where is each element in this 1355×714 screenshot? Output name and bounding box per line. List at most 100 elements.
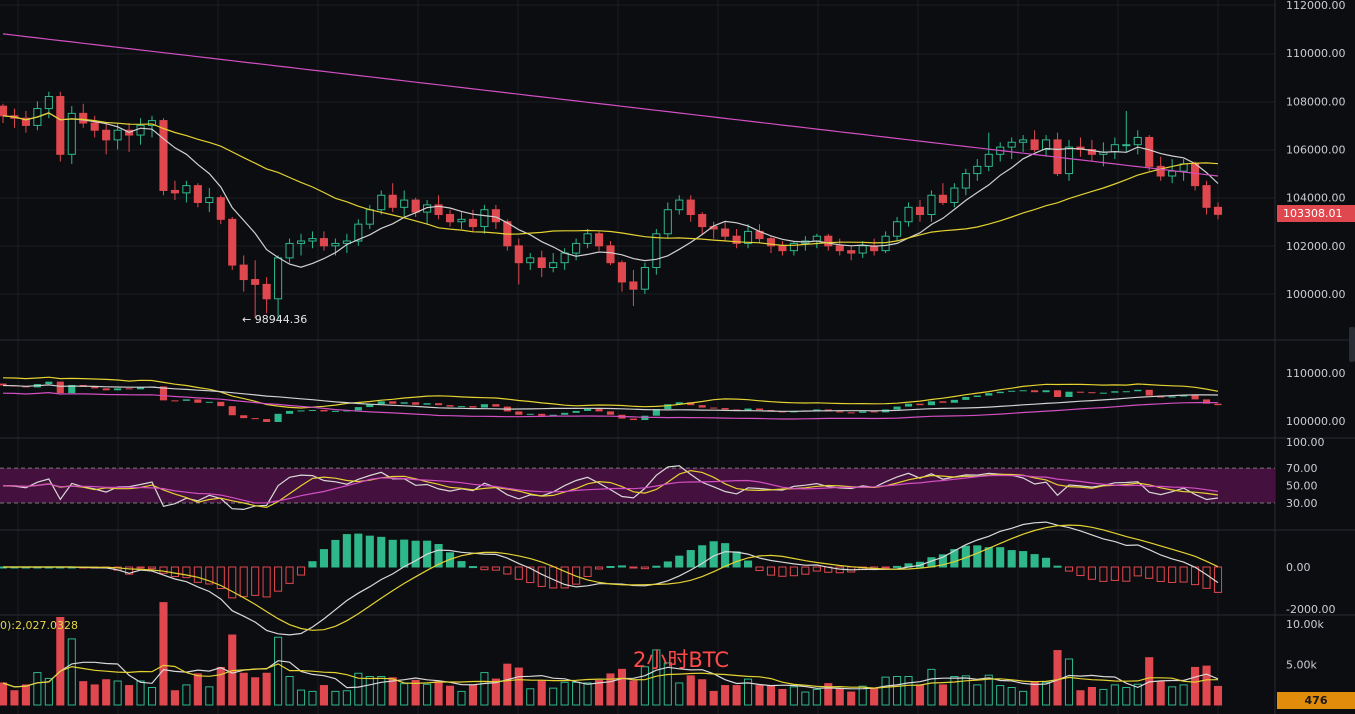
- overlay-candle: [389, 401, 397, 404]
- low-price-marker: ← 98944.36: [242, 313, 308, 326]
- candle-body: [1202, 185, 1211, 208]
- overlay-candle: [331, 410, 339, 412]
- macd-histogram-bar: [1099, 566, 1108, 582]
- volume-bar: [102, 679, 111, 706]
- volume-bar: [721, 685, 730, 706]
- macd-histogram-bar: [1145, 566, 1154, 579]
- candle-body: [113, 129, 122, 141]
- volume-bar: [331, 690, 340, 706]
- macd-histogram-bar: [377, 536, 386, 568]
- candle-body: [102, 129, 111, 141]
- overlay-candle: [1099, 392, 1107, 394]
- overlay-candle: [114, 388, 122, 391]
- macd-histogram-bar: [331, 539, 340, 568]
- volume-bar: [709, 690, 718, 706]
- candle-body: [308, 238, 317, 242]
- overlay-candle: [939, 401, 947, 403]
- macd-histogram-bar: [319, 549, 328, 568]
- candle-body: [1007, 141, 1016, 148]
- macd-histogram-bar: [125, 566, 134, 575]
- overlay-candle: [859, 411, 867, 413]
- overlay-candle: [1134, 389, 1142, 392]
- volume-bar: [801, 691, 810, 706]
- overlay-candle: [652, 409, 660, 416]
- volume-bar: [549, 687, 558, 706]
- candle-body: [216, 197, 225, 220]
- macd-histogram-bar: [801, 566, 810, 575]
- macd-histogram-bar: [1110, 566, 1119, 581]
- price-axis-label: 106000.00: [1286, 144, 1346, 157]
- candle-body: [721, 228, 730, 237]
- macd-histogram-bar: [1076, 566, 1085, 577]
- candle-body: [445, 214, 455, 223]
- overlay-candle: [629, 418, 637, 421]
- overlay-candle: [526, 413, 534, 415]
- candle-body: [812, 235, 821, 242]
- overlay-candle: [996, 391, 1004, 394]
- volume-bar: [1191, 666, 1200, 706]
- volume-bar: [904, 675, 913, 706]
- volume-bar: [67, 638, 76, 706]
- volume-bar: [606, 673, 615, 706]
- candle-body: [274, 257, 283, 300]
- macd-histogram-bar: [743, 560, 753, 568]
- candle-body: [686, 199, 695, 216]
- macd-histogram-bar: [766, 566, 776, 576]
- volume-last-tag: 476: [1277, 692, 1355, 709]
- overlay-candle: [904, 403, 913, 407]
- volume-bar: [434, 681, 443, 706]
- candle-body: [537, 257, 546, 269]
- candle-body: [961, 173, 970, 189]
- volume-bar: [778, 688, 787, 706]
- candle-body: [766, 238, 776, 247]
- candle-body: [423, 204, 432, 213]
- price-axis-label: 110000.00: [1286, 47, 1346, 60]
- candle-body: [560, 252, 569, 264]
- overlay-candle: [343, 410, 351, 412]
- volume-bar: [21, 684, 30, 706]
- macd-histogram-bar: [560, 566, 569, 589]
- volume-bar: [354, 672, 363, 706]
- macd-histogram-bar: [893, 565, 902, 568]
- volume-bar: [1202, 665, 1211, 706]
- volume-bar: [537, 680, 546, 706]
- macd-histogram-bar: [1053, 565, 1062, 568]
- ma7-line: [2, 112, 1219, 268]
- macd-histogram-bar: [938, 554, 947, 568]
- candle-body: [296, 240, 306, 244]
- macd-histogram-bar: [1191, 566, 1200, 586]
- macd-histogram-bar: [973, 545, 982, 568]
- volume-bar: [789, 686, 798, 706]
- macd-histogram-bar: [1122, 566, 1131, 582]
- candle-body: [182, 185, 191, 194]
- volume-bar: [938, 684, 947, 706]
- panel-resize-handle[interactable]: [1349, 327, 1355, 362]
- volume-bar: [182, 684, 191, 706]
- overlay-candle: [549, 414, 557, 416]
- candle-body: [1213, 206, 1223, 215]
- volume-bar: [170, 690, 179, 706]
- volume-bar: [526, 688, 535, 706]
- macd-histogram-bar: [1202, 566, 1211, 589]
- candle-body: [285, 242, 294, 259]
- macd-histogram-bar: [996, 547, 1005, 568]
- overlay-candle: [744, 408, 752, 411]
- candle-body: [629, 281, 638, 290]
- macd-histogram-bar: [950, 549, 959, 568]
- candle-body: [698, 214, 707, 228]
- overlay-candle: [320, 409, 328, 412]
- candle-body: [549, 262, 558, 269]
- overlay-candle: [251, 418, 259, 420]
- overlay-candle: [1180, 395, 1188, 397]
- candle-body: [858, 245, 867, 254]
- overlay-candle: [927, 401, 935, 406]
- overlay-candle: [687, 402, 695, 406]
- candle-body: [1191, 163, 1200, 187]
- candle-body: [1030, 139, 1039, 151]
- volume-bar: [847, 691, 856, 706]
- volume-bar: [893, 675, 902, 706]
- candle-body: [136, 124, 145, 136]
- candle-body: [170, 189, 179, 194]
- overlay-lower-band: [2, 391, 1219, 420]
